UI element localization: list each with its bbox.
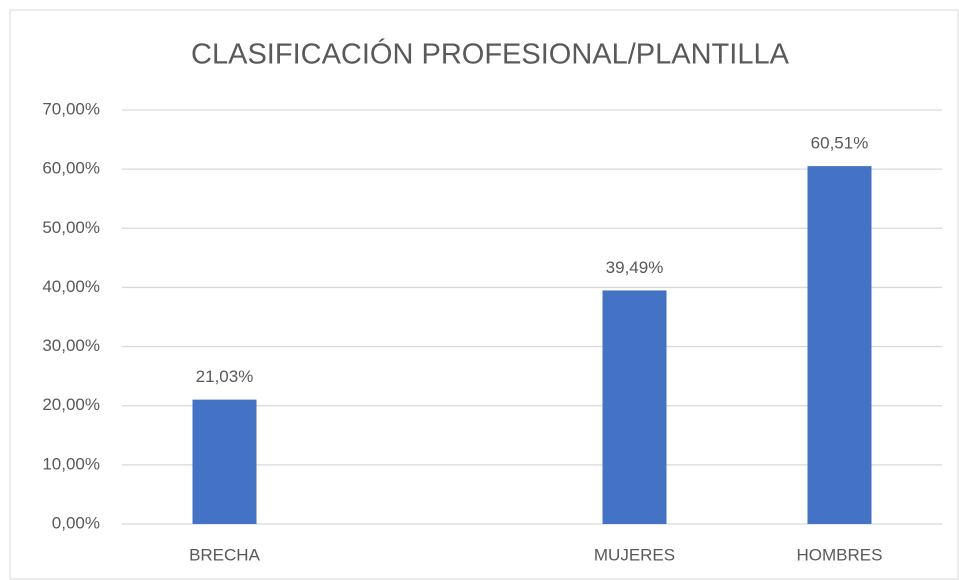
bar bbox=[602, 290, 667, 524]
y-tick-label: 40,00% bbox=[42, 277, 100, 296]
x-tick-label: MUJERES bbox=[594, 545, 675, 564]
x-tick-label: HOMBRES bbox=[797, 545, 883, 564]
y-tick-label: 50,00% bbox=[42, 218, 100, 237]
y-tick-label: 10,00% bbox=[42, 454, 100, 473]
data-label: 21,03% bbox=[196, 367, 254, 386]
y-tick-label: 0,00% bbox=[52, 513, 100, 532]
chart-frame bbox=[9, 9, 959, 580]
y-tick-label: 20,00% bbox=[42, 395, 100, 414]
bar bbox=[807, 166, 872, 524]
chart-title: CLASIFICACIÓN PROFESIONAL/PLANTILLA bbox=[191, 38, 790, 71]
y-tick-label: 60,00% bbox=[42, 159, 100, 178]
x-tick-label: BRECHA bbox=[189, 545, 261, 564]
data-label: 60,51% bbox=[811, 134, 869, 153]
data-label: 39,49% bbox=[606, 258, 664, 277]
y-tick-label: 70,00% bbox=[42, 99, 100, 118]
y-tick-label: 30,00% bbox=[42, 336, 100, 355]
bar bbox=[192, 399, 257, 524]
